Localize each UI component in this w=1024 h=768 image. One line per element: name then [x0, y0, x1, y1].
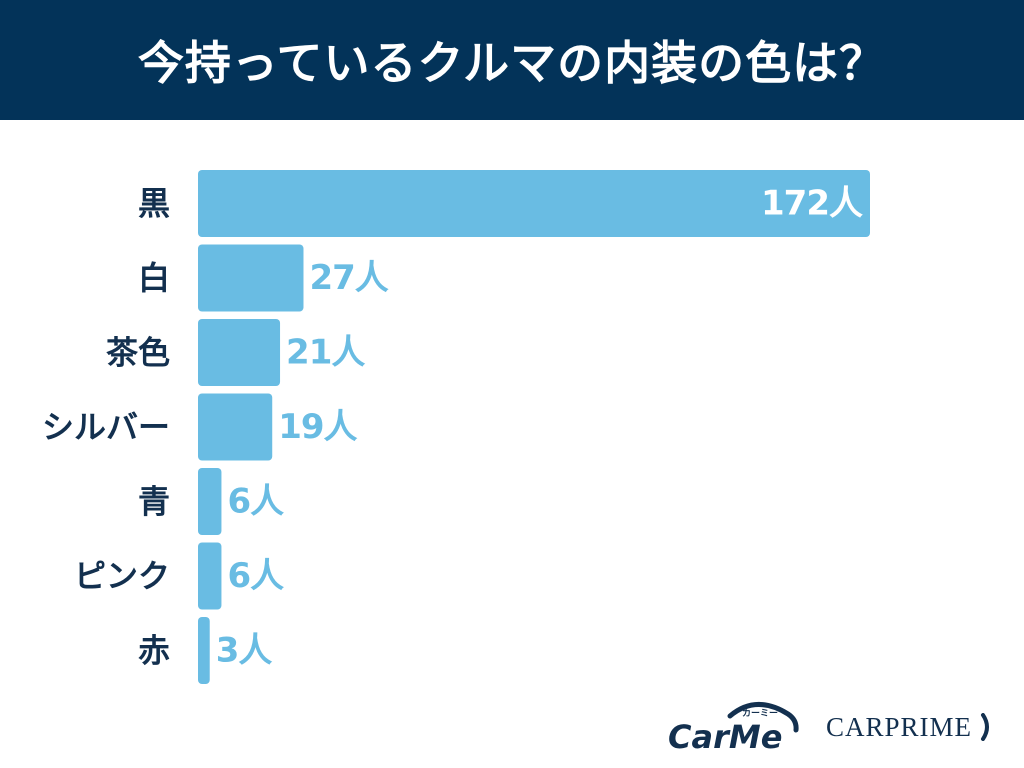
category-label: 青: [138, 483, 170, 521]
carprime-mark-icon: [981, 713, 990, 741]
category-label: シルバー: [42, 408, 170, 446]
bar: [198, 617, 210, 684]
value-label: 27人: [309, 258, 388, 298]
footer-logos: カーミー CarMe CARPRIME: [0, 690, 1024, 768]
category-label: 赤: [138, 632, 170, 670]
bar: [198, 244, 304, 312]
value-label: 3人: [216, 631, 273, 671]
title-banner: 今持っているクルマの内装の色は？: [0, 0, 1024, 120]
bar: [198, 393, 273, 461]
page-title: 今持っているクルマの内装の色は？: [137, 36, 887, 90]
bar: [198, 170, 870, 237]
carprime-logo-text: CARPRIME: [826, 711, 973, 742]
carprime-logo: CARPRIME: [826, 712, 992, 742]
carme-logo: カーミー CarMe: [668, 702, 799, 756]
category-label: ピンク: [74, 557, 170, 595]
category-label: 白: [138, 259, 170, 297]
bar: [198, 468, 222, 535]
value-label: 19人: [278, 407, 357, 447]
value-label: 6人: [227, 482, 284, 522]
category-label: 黒: [138, 185, 170, 223]
value-label: 172人: [761, 184, 863, 224]
bar: [198, 542, 222, 610]
bar: [198, 319, 281, 386]
value-label: 21人: [286, 333, 365, 373]
carme-logo-text: CarMe: [668, 718, 782, 756]
carme-logo-sub: カーミー: [742, 708, 778, 719]
value-label: 6人: [227, 556, 284, 596]
category-label: 茶色: [106, 334, 170, 372]
